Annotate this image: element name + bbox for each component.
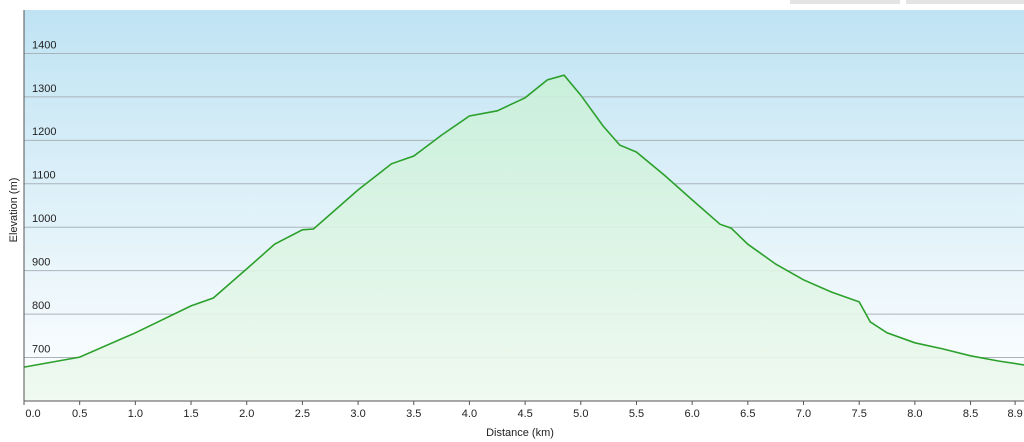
y-tick-label: 1100 xyxy=(32,170,56,182)
x-tick-label: 4.5 xyxy=(517,408,532,420)
x-tick-label: 6.5 xyxy=(740,408,755,420)
y-tick-label: 1300 xyxy=(32,83,56,95)
x-tick-label: 3.0 xyxy=(350,408,365,420)
x-tick-label: 7.0 xyxy=(796,408,811,420)
y-tick-label: 1400 xyxy=(32,39,56,51)
y-tick-label: 900 xyxy=(32,257,50,269)
x-tick-label: 3.5 xyxy=(406,408,421,420)
x-tick-label: 2.5 xyxy=(295,408,310,420)
y-tick-label: 1200 xyxy=(32,126,56,138)
x-tick-label: 5.0 xyxy=(573,408,588,420)
x-axis-title: Distance (km) xyxy=(486,427,554,439)
x-tick-label: 1.5 xyxy=(183,408,198,420)
tab[interactable] xyxy=(906,0,1024,4)
y-tick-label: 1000 xyxy=(32,213,56,225)
area-fill xyxy=(24,75,1024,401)
y-tick-label: 700 xyxy=(32,343,50,355)
tab[interactable] xyxy=(790,0,900,4)
x-tick-label: 0.0 xyxy=(25,408,40,420)
x-tick-label: 8.0 xyxy=(907,408,922,420)
y-tick-label: 800 xyxy=(32,300,50,312)
x-tick-label: 6.0 xyxy=(685,408,700,420)
y-axis-title: Elevation (m) xyxy=(8,178,20,243)
x-tick-label: 8.9 xyxy=(1007,408,1022,420)
x-tick-label: 1.0 xyxy=(128,408,143,420)
x-tick-label: 5.5 xyxy=(629,408,644,420)
elevation-line xyxy=(23,74,1024,368)
x-tick-label: 2.0 xyxy=(239,408,254,420)
x-tick-label: 8.5 xyxy=(963,408,978,420)
x-tick-label: 4.0 xyxy=(462,408,477,420)
x-tick-label: 0.5 xyxy=(72,408,87,420)
x-tick-label: 7.5 xyxy=(852,408,867,420)
